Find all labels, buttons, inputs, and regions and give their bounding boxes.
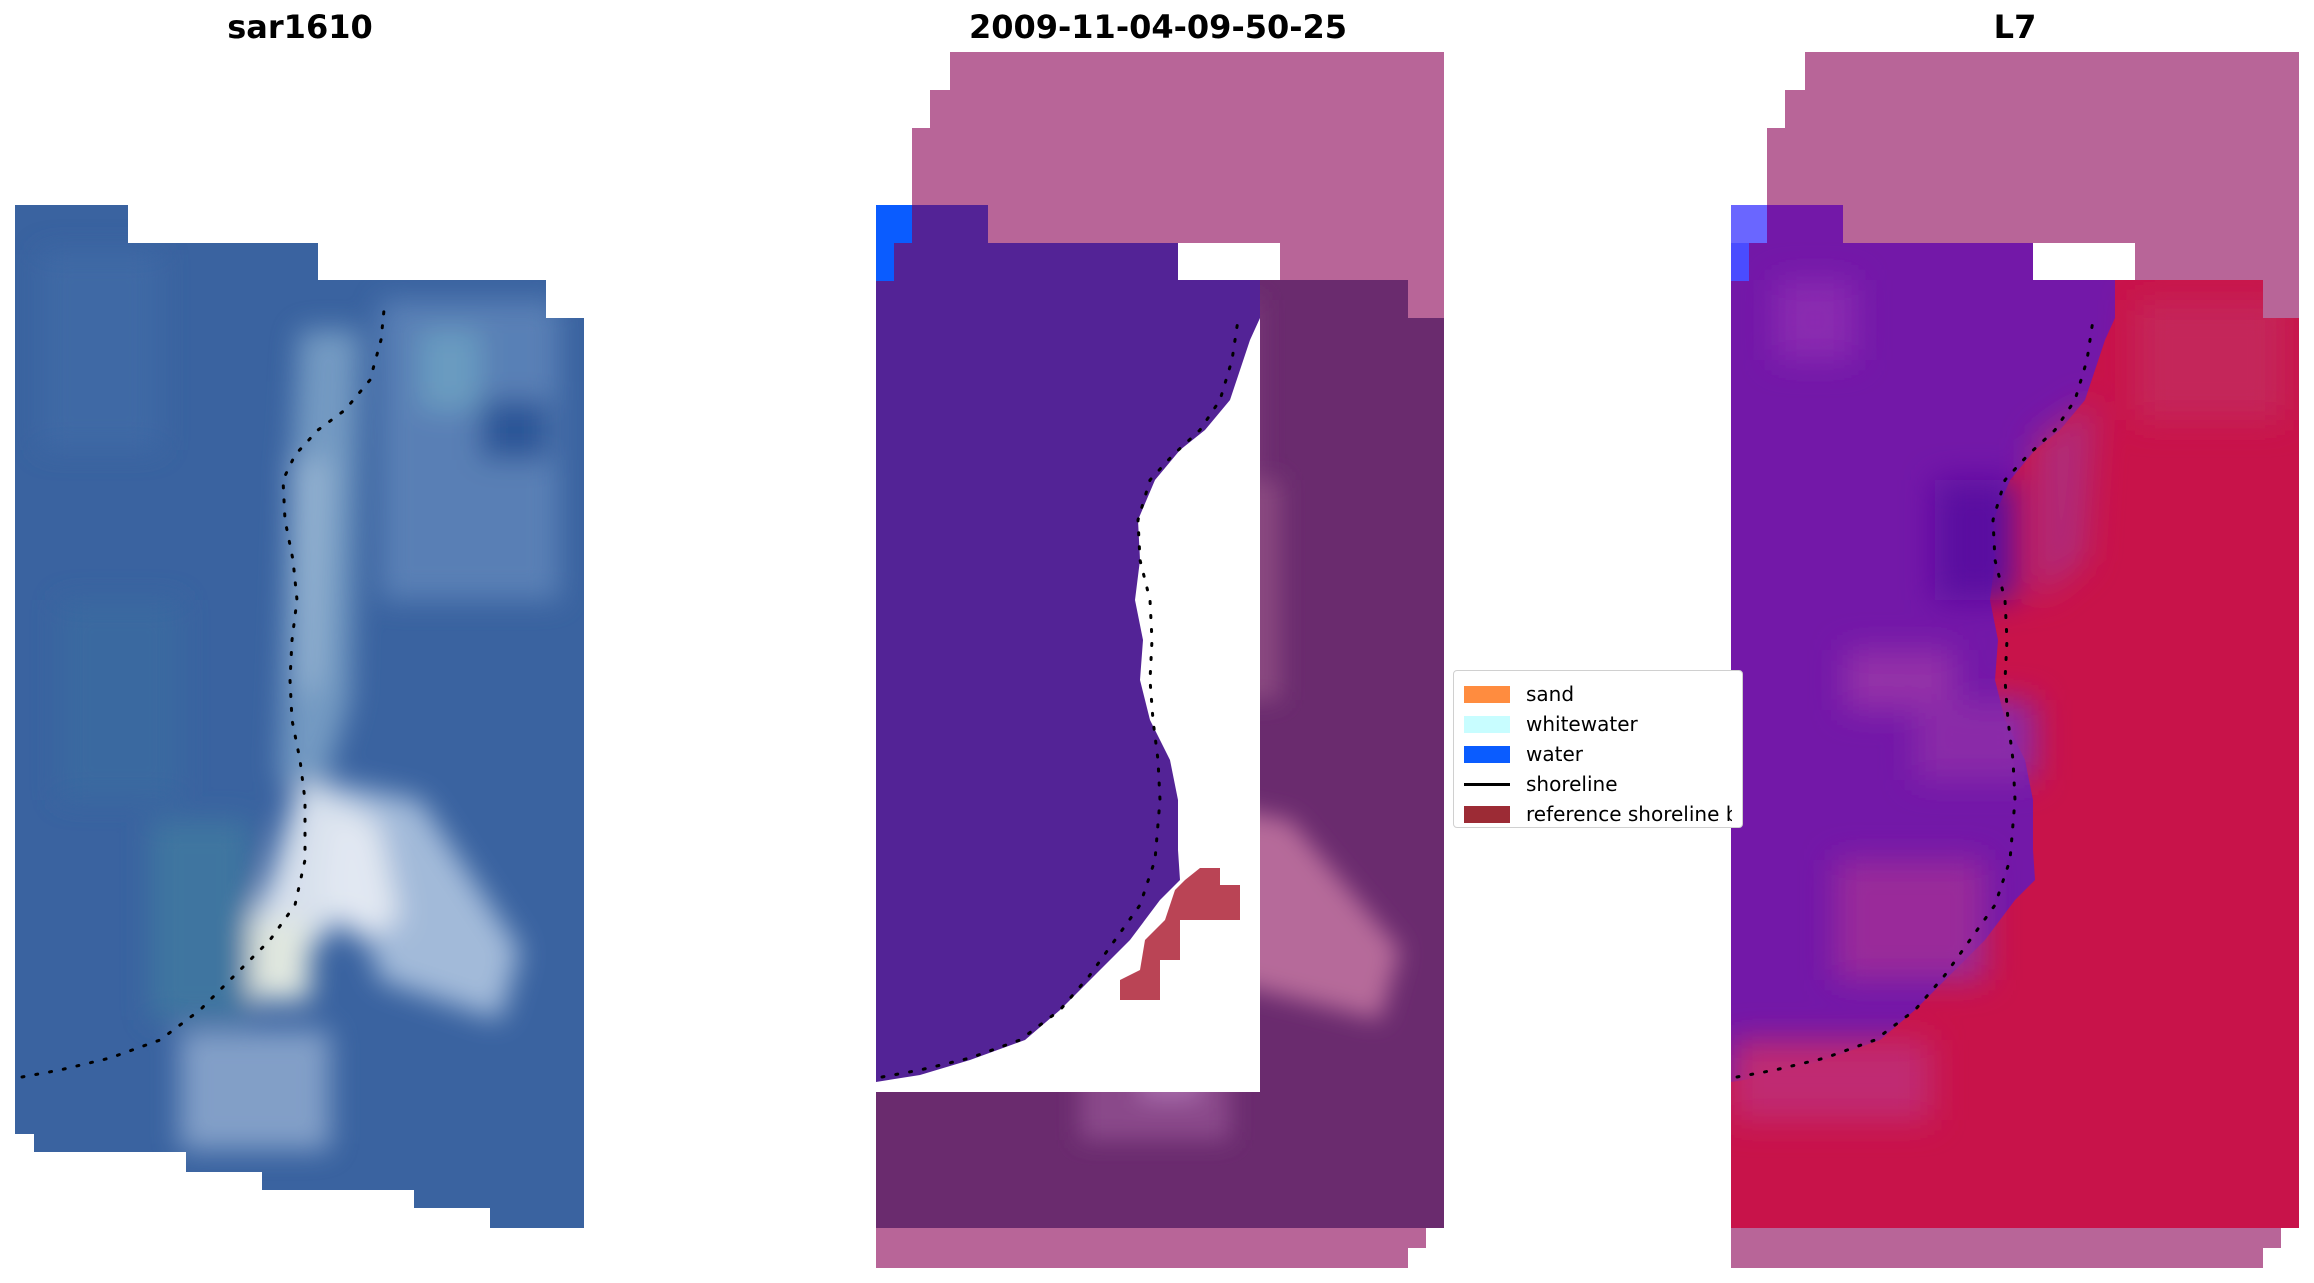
legend-label: reference shoreline b bbox=[1526, 802, 1732, 826]
legend-swatch-reference-shoreline bbox=[1464, 805, 1510, 823]
index-image bbox=[1731, 205, 2299, 1228]
legend-line-shoreline bbox=[1464, 782, 1510, 786]
legend: sand whitewater water shoreline referenc… bbox=[1453, 670, 1743, 828]
panel-title-index: L7 bbox=[1993, 8, 2037, 46]
index-panel bbox=[1715, 0, 2314, 1283]
legend-swatch-water bbox=[1464, 745, 1510, 763]
classification-panel bbox=[860, 0, 1460, 1283]
no-data-mask bbox=[1767, 52, 2299, 318]
legend-item-sand: sand bbox=[1464, 679, 1732, 709]
legend-item-reference-shoreline: reference shoreline b bbox=[1464, 799, 1732, 829]
legend-label: sand bbox=[1526, 682, 1575, 706]
panel-title-rgb: sar1610 bbox=[227, 8, 373, 46]
legend-label: water bbox=[1526, 742, 1583, 766]
legend-label: shoreline bbox=[1526, 772, 1618, 796]
legend-item-water: water bbox=[1464, 739, 1732, 769]
water-class-region bbox=[876, 205, 1260, 1082]
legend-swatch-whitewater bbox=[1464, 715, 1510, 733]
legend-item-whitewater: whitewater bbox=[1464, 709, 1732, 739]
rgb-image bbox=[15, 205, 584, 1228]
legend-item-shoreline: shoreline bbox=[1464, 769, 1732, 799]
reference-shoreline-buffer bbox=[1120, 868, 1240, 1000]
rgb-shoreline bbox=[20, 298, 387, 1079]
legend-label: whitewater bbox=[1526, 712, 1638, 736]
legend-swatch-sand bbox=[1464, 685, 1510, 703]
panel-title-classified: 2009-11-04-09-50-25 bbox=[968, 8, 1348, 46]
no-data-mask bbox=[912, 52, 1444, 318]
water-pixel bbox=[876, 205, 912, 243]
rgb-image-panel bbox=[0, 0, 600, 1283]
